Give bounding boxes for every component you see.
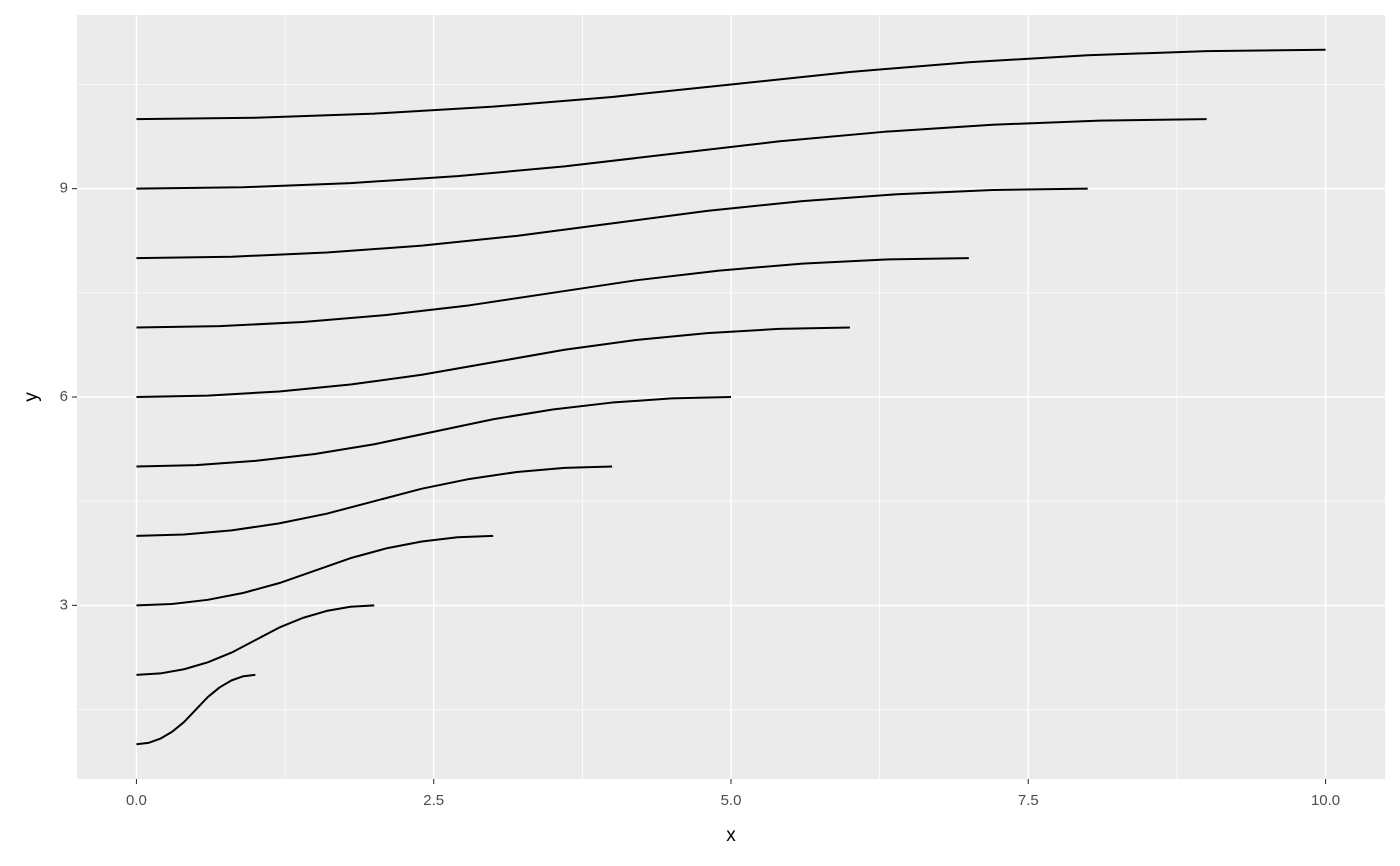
y-tick-label: 9: [60, 180, 68, 197]
curve: [136, 326, 850, 398]
lines: [136, 48, 1326, 746]
curve: [136, 604, 375, 676]
curve: [136, 187, 1088, 260]
curve: [136, 465, 613, 537]
curve: [136, 396, 732, 468]
x-tick-label: 10.0: [1311, 792, 1340, 809]
axes: 0.0 2.5 5.0 7.5 10.0 3 6 9: [60, 180, 1340, 809]
x-axis-title: x: [726, 825, 736, 846]
curve: [136, 48, 1326, 121]
curve: [136, 118, 1207, 190]
x-tick-label: 0.0: [126, 792, 147, 809]
curve: [136, 534, 494, 607]
curve: [136, 257, 969, 329]
y-tick-label: 6: [60, 388, 68, 405]
curve: [136, 673, 256, 746]
x-tick-label: 5.0: [721, 792, 742, 809]
x-tick-label: 7.5: [1018, 792, 1039, 809]
y-axis-title: y: [21, 392, 42, 402]
y-tick-label: 3: [60, 596, 68, 613]
x-tick-label: 2.5: [423, 792, 444, 809]
